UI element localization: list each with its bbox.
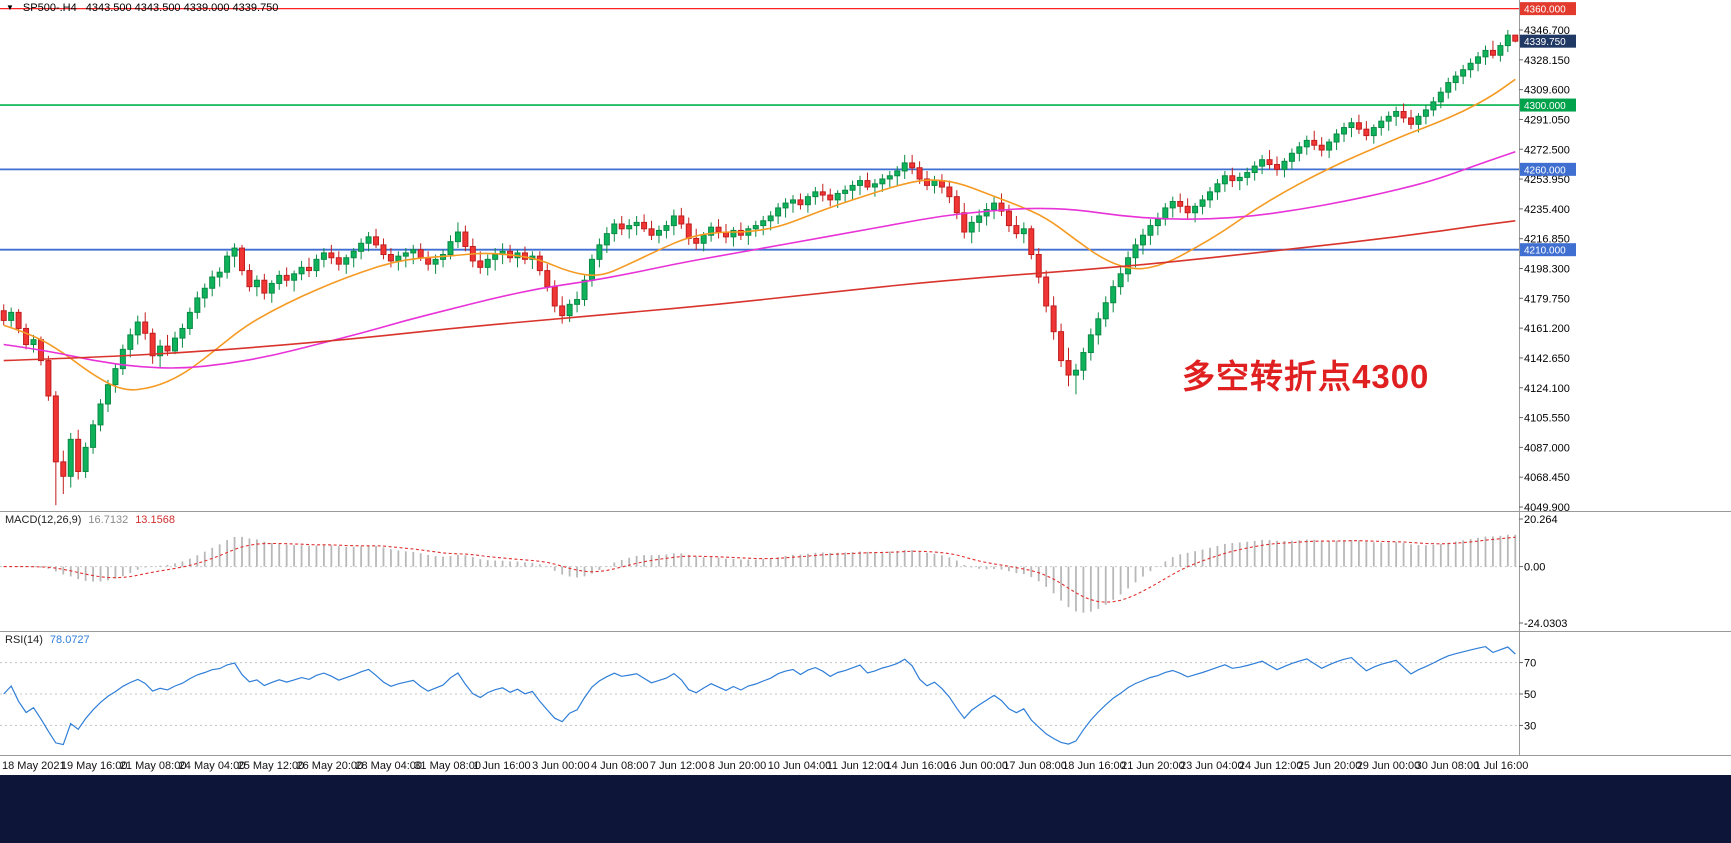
svg-text:70: 70: [1524, 658, 1536, 670]
ohlc-values: 4343.500 4343.500 4339.000 4339.750: [85, 1, 279, 14]
rsi-levels: 70 50 30: [0, 658, 1536, 732]
time-label: 17 Jun 08:00: [1003, 760, 1067, 772]
macd-title: MACD(12,26,9): [5, 514, 82, 526]
svg-text:4291.050: 4291.050: [1524, 114, 1570, 126]
svg-text:4068.450: 4068.450: [1524, 472, 1570, 484]
macd-histogram: [2, 534, 1517, 613]
time-label: 18 May 2021: [2, 760, 66, 772]
svg-text:4309.600: 4309.600: [1524, 85, 1570, 97]
svg-text:4216.850: 4216.850: [1524, 234, 1570, 246]
time-label: 19 May 16:00: [60, 760, 128, 772]
time-label: 28 May 04:00: [355, 760, 423, 772]
svg-text:4049.900: 4049.900: [1524, 502, 1570, 511]
symbol-info-bar: ▼ SP500-.H4 4343.500 4343.500 4339.000 4…: [6, 1, 278, 14]
time-label: 26 May 20:00: [296, 760, 364, 772]
time-label: 7 Jun 12:00: [649, 760, 708, 772]
macd-main-value: 16.7132: [88, 514, 129, 526]
svg-text:4260.000: 4260.000: [1524, 165, 1566, 176]
time-label: 24 May 04:00: [178, 760, 246, 772]
rsi-title: RSI(14): [5, 634, 43, 646]
rsi-label: RSI(14) 78.0727: [5, 634, 90, 646]
macd-axis: 20.264 0.00 -24.0303: [1519, 514, 1567, 630]
candles: [0, 30, 1519, 506]
time-label: 1 Jun 16:00: [473, 760, 531, 772]
time-label: 30 Jun 08:00: [1415, 760, 1480, 772]
ma-line-slow-red: [3, 220, 1516, 362]
time-label: 21 May 08:00: [119, 760, 187, 772]
time-axis: 18 May 2021 19 May 16:00 21 May 08:00 24 Ma…: [0, 755, 1731, 775]
horizontal-level-lines[interactable]: [0, 8, 1519, 251]
time-label: 23 Jun 04:00: [1180, 760, 1244, 772]
svg-text:4328.150: 4328.150: [1524, 55, 1570, 67]
time-label: 29 Jun 00:00: [1356, 760, 1421, 772]
time-label: 4 Jun 08:00: [591, 760, 649, 772]
symbol-label: SP500-.H4: [22, 1, 77, 14]
price-level-label: 4300.000: [1520, 98, 1576, 112]
time-label: 10 Jun 04:00: [767, 760, 832, 772]
time-label: 25 Jun 20:00: [1297, 760, 1362, 772]
rsi-line: [3, 645, 1516, 746]
time-label: 24 Jun 12:00: [1238, 760, 1303, 772]
macd-signal-line: [3, 536, 1516, 603]
svg-text:30: 30: [1524, 720, 1536, 732]
svg-text:-24.0303: -24.0303: [1524, 618, 1567, 630]
time-label: 31 May 08:00: [414, 760, 481, 772]
svg-text:4142.650: 4142.650: [1524, 353, 1570, 365]
chart-marker-icon: ▼: [6, 3, 14, 12]
price-level-label: 4360.000: [1520, 2, 1576, 16]
ma-line-fast-orange: [3, 78, 1516, 391]
svg-text:4124.100: 4124.100: [1524, 383, 1570, 395]
svg-text:4339.750: 4339.750: [1524, 37, 1566, 48]
svg-text:4198.300: 4198.300: [1524, 264, 1570, 276]
time-label: 25 May 12:00: [237, 760, 305, 772]
svg-text:4087.000: 4087.000: [1524, 442, 1570, 454]
svg-text:4161.200: 4161.200: [1524, 323, 1570, 335]
time-label: 8 Jun 20:00: [708, 760, 767, 772]
main-price-chart[interactable]: 4346.700 4328.150 4309.600 4291.050 4272.500…: [0, 0, 1731, 511]
rsi-indicator-panel[interactable]: 70 50 30: [0, 631, 1731, 755]
time-label: 21 Jun 20:00: [1121, 760, 1185, 772]
svg-text:20.264: 20.264: [1524, 514, 1558, 526]
svg-text:4105.550: 4105.550: [1524, 413, 1570, 425]
svg-text:4210.000: 4210.000: [1524, 246, 1566, 257]
svg-text:4272.500: 4272.500: [1524, 144, 1570, 156]
macd-indicator-panel[interactable]: 20.264 0.00 -24.0303: [0, 511, 1731, 631]
macd-label: MACD(12,26,9) 16.7132 13.1568: [5, 514, 175, 526]
svg-text:4360.000: 4360.000: [1524, 5, 1566, 16]
price-level-label: 4210.000: [1520, 243, 1576, 257]
time-label: 11 Jun 12:00: [826, 760, 890, 772]
svg-text:4179.750: 4179.750: [1524, 293, 1570, 305]
svg-text:4235.400: 4235.400: [1524, 204, 1570, 216]
svg-text:0.00: 0.00: [1524, 562, 1545, 574]
ma-line-mid-magenta: [3, 150, 1516, 369]
svg-text:50: 50: [1524, 689, 1536, 701]
time-label: 1 Jul 16:00: [1474, 760, 1529, 772]
svg-text:4346.700: 4346.700: [1524, 25, 1570, 37]
time-label: 16 Jun 00:00: [944, 760, 1009, 772]
svg-text:4253.950: 4253.950: [1524, 174, 1570, 186]
macd-signal-value: 13.1568: [135, 514, 175, 526]
time-label: 18 Jun 16:00: [1062, 760, 1126, 772]
time-label: 3 Jun 00:00: [532, 760, 590, 772]
current-price-label: 4339.750: [1520, 34, 1576, 48]
rsi-value: 78.0727: [49, 634, 90, 646]
time-label: 14 Jun 16:00: [885, 760, 950, 772]
svg-text:4300.000: 4300.000: [1524, 101, 1566, 112]
price-level-label: 4260.000: [1520, 162, 1576, 176]
chart-annotation: 多空转折点4300: [1182, 358, 1430, 395]
window-bottom-strip: [0, 775, 1731, 843]
price-axis: 4346.700 4328.150 4309.600 4291.050 4272.500…: [1519, 25, 1570, 511]
